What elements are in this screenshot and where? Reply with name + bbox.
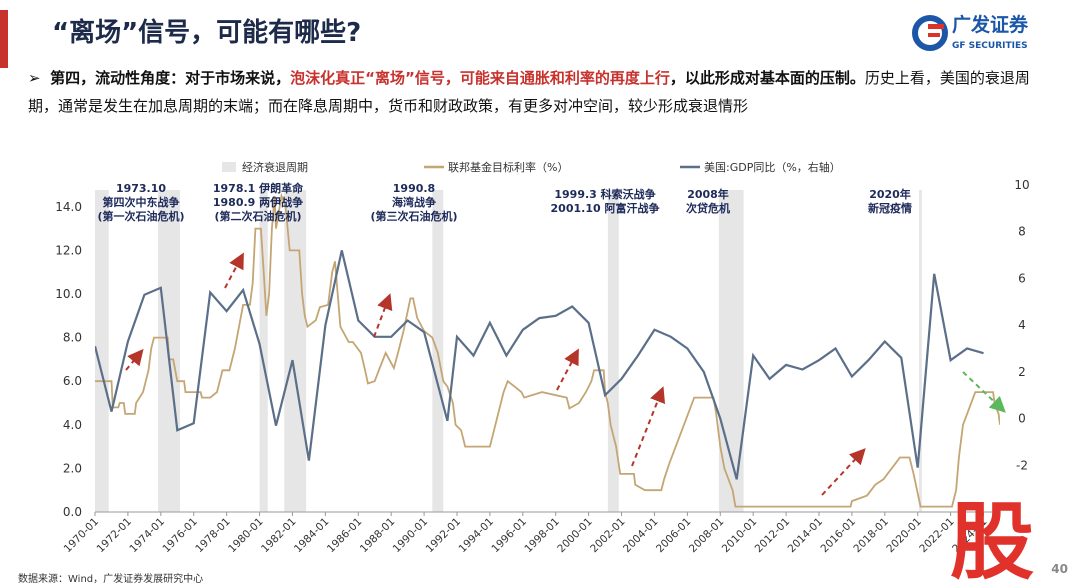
x-tick-label: 1974-01 (127, 516, 167, 556)
bullet-text: ➢ 第四，流动性角度：对于市场来说，泡沫化真正“离场”信号，可能来自通胀和利率的… (28, 64, 1058, 120)
annotation: 2001.10 阿富汗战争 (551, 201, 660, 215)
annotation: 2008年 (687, 187, 729, 201)
annotation: 海湾战争 (392, 195, 436, 209)
y2-tick-label: 8 (1018, 225, 1026, 239)
annotation: 1999.3 科索沃战争 (554, 187, 655, 201)
logo-subtext: GF SECURITIES (952, 41, 1028, 51)
x-tick-label: 2016-01 (819, 516, 859, 556)
y-tick-label: 4.0 (63, 418, 82, 432)
x-tick-label: 1998-01 (522, 516, 562, 556)
annotation: 1973.10 (116, 182, 166, 195)
recession-band (95, 190, 109, 512)
y-tick-label: 2.0 (63, 461, 82, 475)
annotation: (第一次石油危机) (97, 209, 184, 223)
recession-band (284, 190, 307, 512)
annotation: (第二次石油危机) (214, 209, 301, 223)
arrow (821, 448, 866, 496)
y-tick-label: 8.0 (63, 331, 82, 345)
annotation: 新冠疫情 (868, 201, 912, 215)
arrow (556, 348, 579, 391)
bullet-marker: ➢ (28, 69, 41, 87)
legend-swatch (222, 162, 236, 172)
y2-tick-label: 10 (1014, 178, 1029, 192)
x-tick-label: 2000-01 (555, 516, 595, 556)
arrows (125, 252, 1006, 496)
x-tick-label: 1986-01 (325, 516, 365, 556)
x-tick-label: 1992-01 (424, 516, 464, 556)
annotation: 次贷危机 (686, 201, 730, 215)
logo: 广发证券 GF SECURITIES (912, 13, 1029, 51)
x-tick-label: 2002-01 (588, 516, 628, 556)
source-note: 数据来源：Wind，广发证券发展研究中心 (18, 572, 203, 585)
watermark: 股 (950, 493, 1034, 588)
text-segment: ，以此形成对基本面的压制。 (669, 69, 865, 87)
x-tick-label: 1976-01 (160, 516, 200, 556)
y2-tick-label: 4 (1018, 318, 1026, 332)
x-tick-label: 1972-01 (95, 516, 135, 556)
y2-tick-label: -2 (1016, 458, 1028, 472)
legend-label: 经济衰退周期 (242, 160, 308, 174)
accent-bar (0, 10, 8, 68)
x-tick-label: 2018-01 (851, 516, 891, 556)
y2-tick-label: 2 (1018, 365, 1026, 379)
page-number: 40 (1051, 562, 1068, 576)
x-tick-label: 2020-01 (884, 516, 924, 556)
data-line (95, 250, 984, 480)
x-tick-label: 2012-01 (753, 516, 793, 556)
annotation: 1978.1 伊朗革命 (213, 181, 304, 195)
annotation: 2020年 (869, 187, 911, 201)
x-tick-label: 1982-01 (259, 516, 299, 556)
y2-tick-label: 6 (1018, 271, 1026, 285)
text-segment: 第四，流动性角度：对于市场来说， (50, 69, 291, 87)
legend-label: 联邦基金目标利率（%） (448, 160, 568, 174)
x-tick-label: 1980-01 (226, 516, 266, 556)
y-tick-label: 6.0 (63, 374, 82, 388)
recession-band (607, 190, 619, 512)
x-tick-label: 2008-01 (687, 516, 727, 556)
y-tick-label: 14.0 (55, 200, 82, 214)
x-tick-label: 2004-01 (621, 516, 661, 556)
x-tick-label: 1988-01 (358, 516, 398, 556)
y-tick-label: 10.0 (55, 287, 82, 301)
arrow (373, 293, 393, 338)
x-tick-label: 1970-01 (62, 516, 102, 556)
y-tick-label: 12.0 (55, 243, 82, 257)
x-tick-label: 1996-01 (489, 516, 529, 556)
x-tick-label: 2014-01 (786, 516, 826, 556)
slide-title: “离场”信号，可能有哪些? (52, 18, 362, 48)
text-segment: 泡沫化真正“离场”信号，可能来自通胀和利率的再度上行 (290, 69, 670, 87)
text-segment: 历史上看，美国的衰退周期，通常是发生在加息周期的末端；而在降息周期中，货币和财政… (28, 69, 1030, 115)
x-tick-label: 1990-01 (391, 516, 431, 556)
arrow (224, 252, 244, 289)
x-tick-label: 1978-01 (193, 516, 233, 556)
x-tick-label: 1994-01 (457, 516, 497, 556)
y-tick-label: 0.0 (63, 505, 82, 519)
recession-band (259, 190, 268, 512)
x-tick-label: 2010-01 (720, 516, 760, 556)
annotation: 第四次中东战争 (103, 195, 180, 209)
x-tick-label: 1984-01 (292, 516, 332, 556)
legend-label: 美国:GDP同比（%，右轴） (704, 160, 841, 174)
logo-text: 广发证券 (952, 13, 1029, 36)
annotation: 1980.9 两伊战争 (213, 195, 303, 209)
annotation: 1990.8 (393, 182, 435, 195)
recession-band (919, 190, 922, 512)
x-tick-label: 2006-01 (654, 516, 694, 556)
annotation: (第三次石油危机) (370, 209, 457, 223)
data-line (95, 192, 1000, 508)
arrow (631, 386, 666, 467)
arrow (125, 348, 144, 371)
arrow (962, 371, 1006, 413)
y2-tick-label: 0 (1018, 412, 1026, 426)
